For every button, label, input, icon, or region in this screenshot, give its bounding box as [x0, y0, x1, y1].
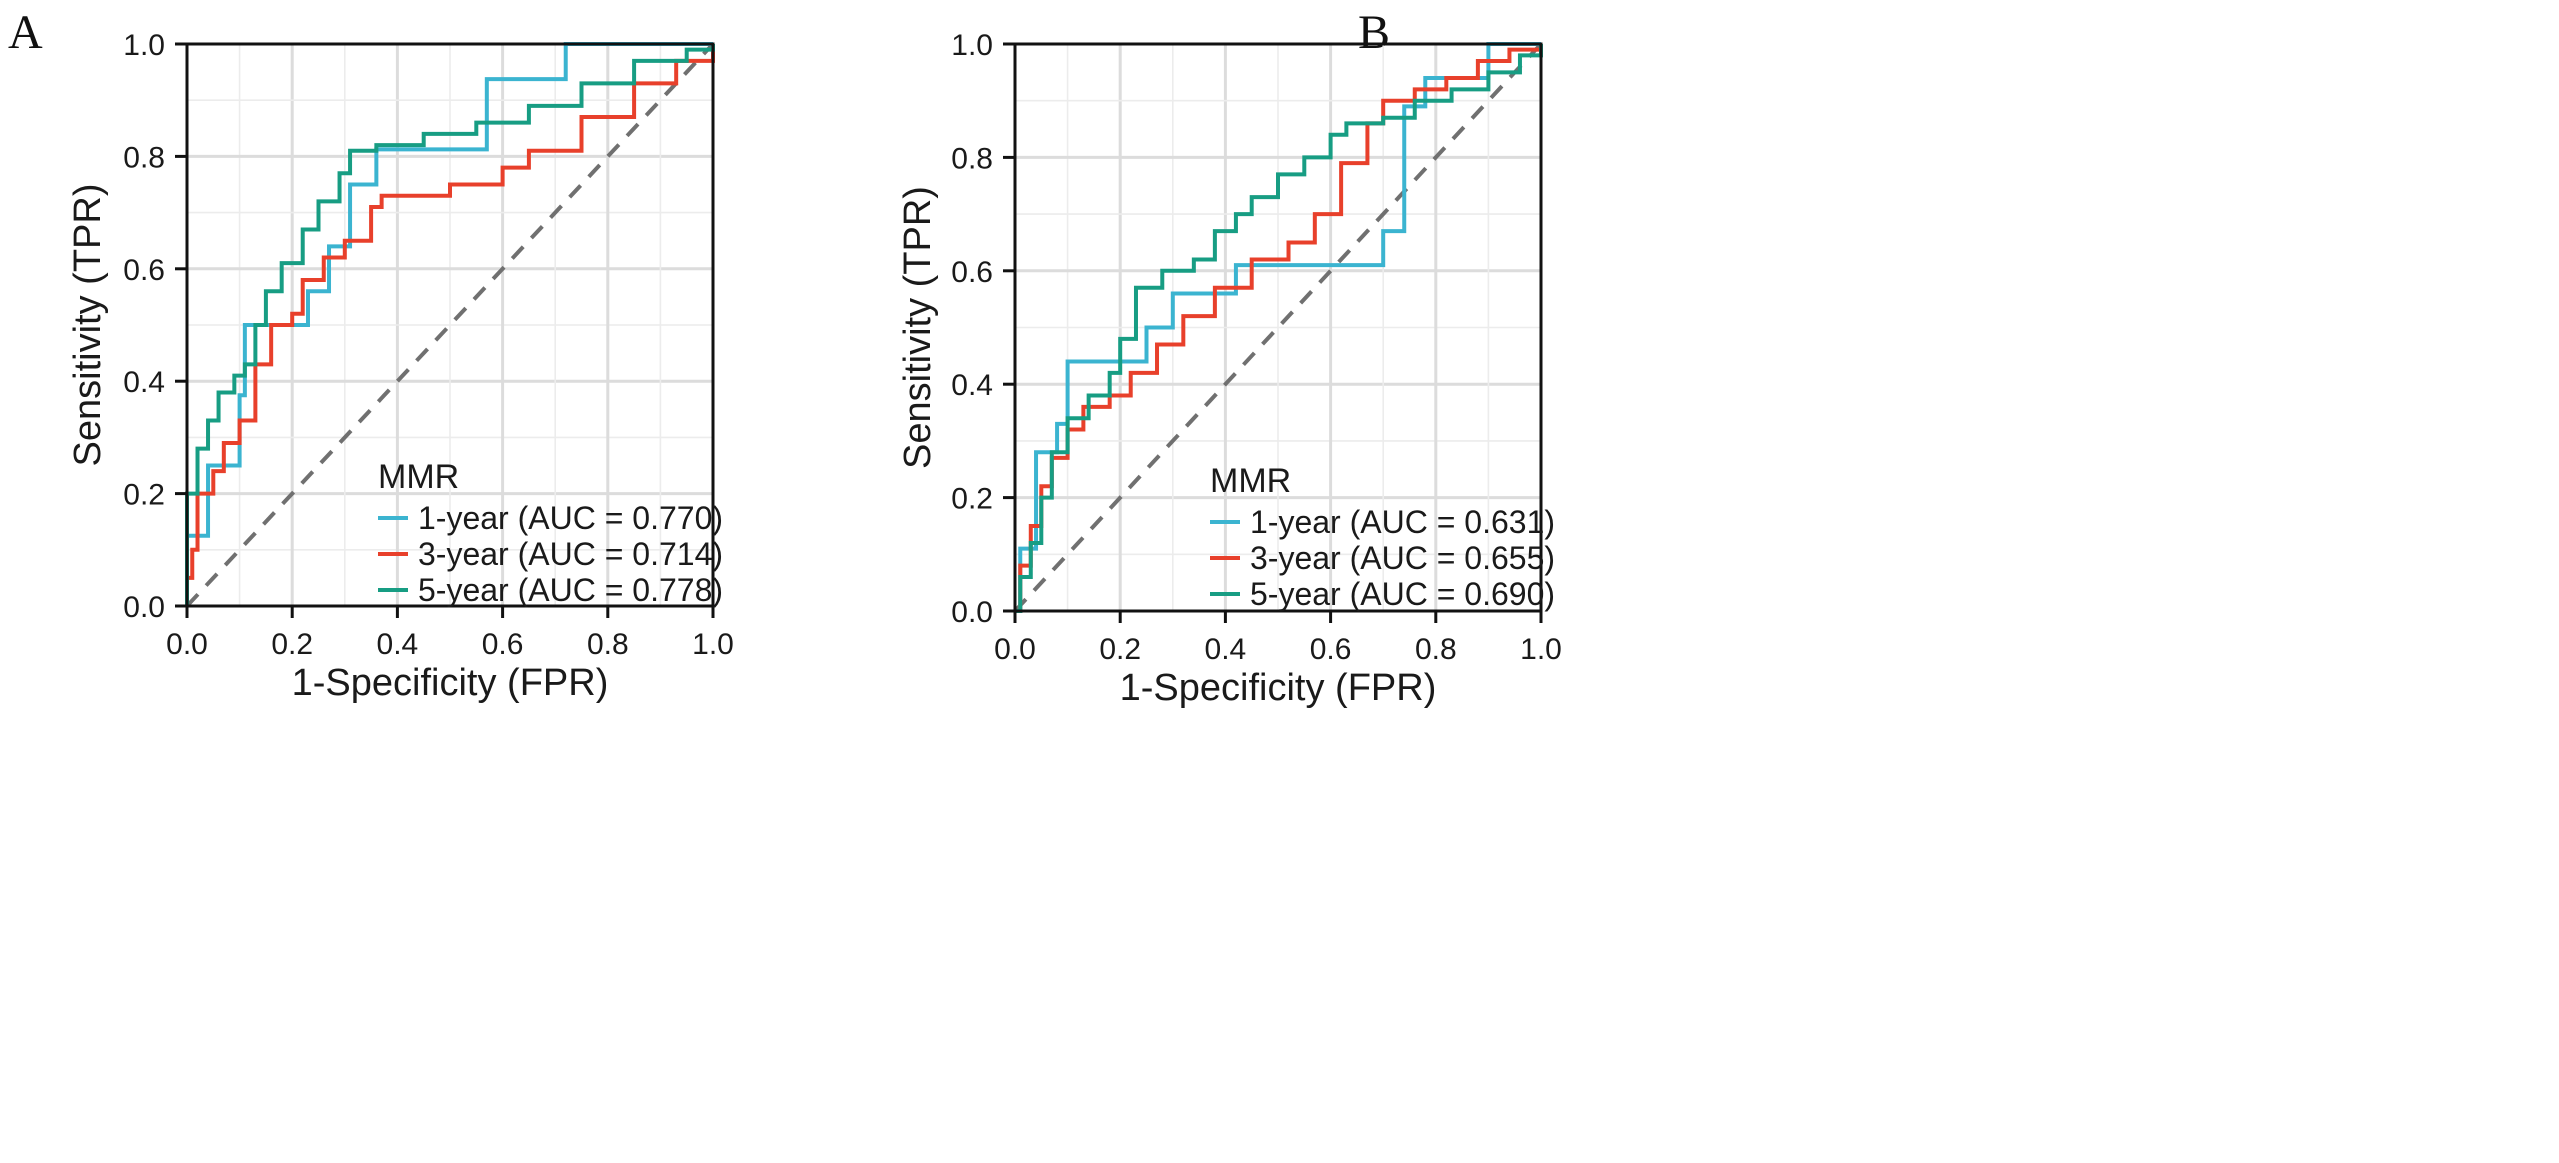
panel-b-plot-frame	[1013, 42, 1543, 613]
panel-b-y-axis-title: Sensitivity (TPR)	[897, 186, 939, 469]
panel-a-legend-label-5-year: 5-year (AUC = 0.778)	[418, 572, 723, 608]
x-tick-label: 0.8	[587, 628, 629, 661]
panel-b-x-axis: 0.0 0.2 0.4 0.6 0.8 1.0	[994, 611, 1562, 666]
y-tick-label: 0.6	[123, 254, 165, 287]
roc-curve-1-year	[185, 42, 713, 606]
y-tick-label: 0.2	[123, 479, 165, 512]
y-tick-label: 0.0	[123, 591, 165, 624]
roc-curve-1-year	[1015, 42, 1541, 613]
roc-curve-5-year	[185, 44, 715, 606]
y-tick-label: 0.8	[951, 142, 993, 175]
y-tick-label: 0.8	[123, 141, 165, 174]
panel-a-plot-frame	[185, 42, 715, 608]
panel-b-y-axis: 0.0 0.2 0.4 0.6 0.8 1.0	[951, 29, 1015, 629]
roc-curve-5-year	[1015, 44, 1543, 613]
y-tick-label: 1.0	[123, 29, 165, 62]
panel-a-x-axis-title: 1-Specificity (FPR)	[292, 662, 609, 704]
y-tick-label: 0.6	[951, 256, 993, 289]
panel-b-legend: MMR 1-year (AUC = 0.631) 3-year (AUC = 0…	[1210, 462, 1555, 612]
y-tick-label: 1.0	[951, 29, 993, 62]
panel-b: B 0.0 0.2 0.4 0.6 0.8 1.0 0.00.20.40.60.81.0 …	[897, 6, 1562, 709]
y-tick-label: 0.4	[951, 369, 993, 402]
x-tick-label: 1.0	[1520, 633, 1562, 666]
panel-b-legend-title: MMR	[1210, 462, 1291, 500]
x-tick-label: 0.2	[271, 628, 313, 661]
panel-b-legend-label-3-year: 3-year (AUC = 0.655)	[1250, 540, 1555, 576]
panel-a-legend-title: MMR	[378, 458, 459, 496]
x-tick-label: 0.0	[994, 633, 1036, 666]
panel-b-label: B	[1358, 6, 1390, 59]
panel-a-x-axis: 0.0 0.2 0.4 0.6 0.8 1.0	[166, 606, 734, 661]
panel-a-legend-label-1-year: 1-year (AUC = 0.770)	[418, 500, 723, 536]
panel-a: A 0.0 0.2 0.4 0.6 0.8 1.0 0.00.20.40.60.81.0 …	[8, 6, 734, 704]
x-tick-label: 0.4	[377, 628, 419, 661]
roc-curve-3-year	[185, 44, 715, 606]
panel-a-y-axis-title: Sensitivity (TPR)	[67, 184, 109, 467]
panel-b-roc-curves	[1015, 42, 1543, 613]
x-tick-label: 1.0	[692, 628, 734, 661]
y-tick-label: 0.2	[951, 483, 993, 516]
panel-b-x-axis-title: 1-Specificity (FPR)	[1120, 667, 1437, 709]
panel-a-legend-label-3-year: 3-year (AUC = 0.714)	[418, 536, 723, 572]
x-tick-label: 0.8	[1415, 633, 1457, 666]
x-tick-label: 0.6	[1310, 633, 1352, 666]
panel-b-legend-label-5-year: 5-year (AUC = 0.690)	[1250, 576, 1555, 612]
panel-b-legend-label-1-year: 1-year (AUC = 0.631)	[1250, 504, 1555, 540]
panel-a-label: A	[8, 6, 43, 59]
y-tick-label: 0.0	[951, 596, 993, 629]
x-tick-label: 0.4	[1205, 633, 1247, 666]
x-tick-label: 0.2	[1099, 633, 1141, 666]
x-tick-label: 0.6	[482, 628, 524, 661]
y-tick-label: 0.4	[123, 366, 165, 399]
panel-a-y-axis: 0.0 0.2 0.4 0.6 0.8 1.0	[123, 29, 187, 624]
panel-a-roc-curves	[185, 42, 715, 606]
panel-a-legend: MMR 1-year (AUC = 0.770) 3-year (AUC = 0…	[378, 458, 723, 608]
panel-b-reference-diagonal	[1013, 42, 1543, 613]
x-tick-label: 0.0	[166, 628, 208, 661]
